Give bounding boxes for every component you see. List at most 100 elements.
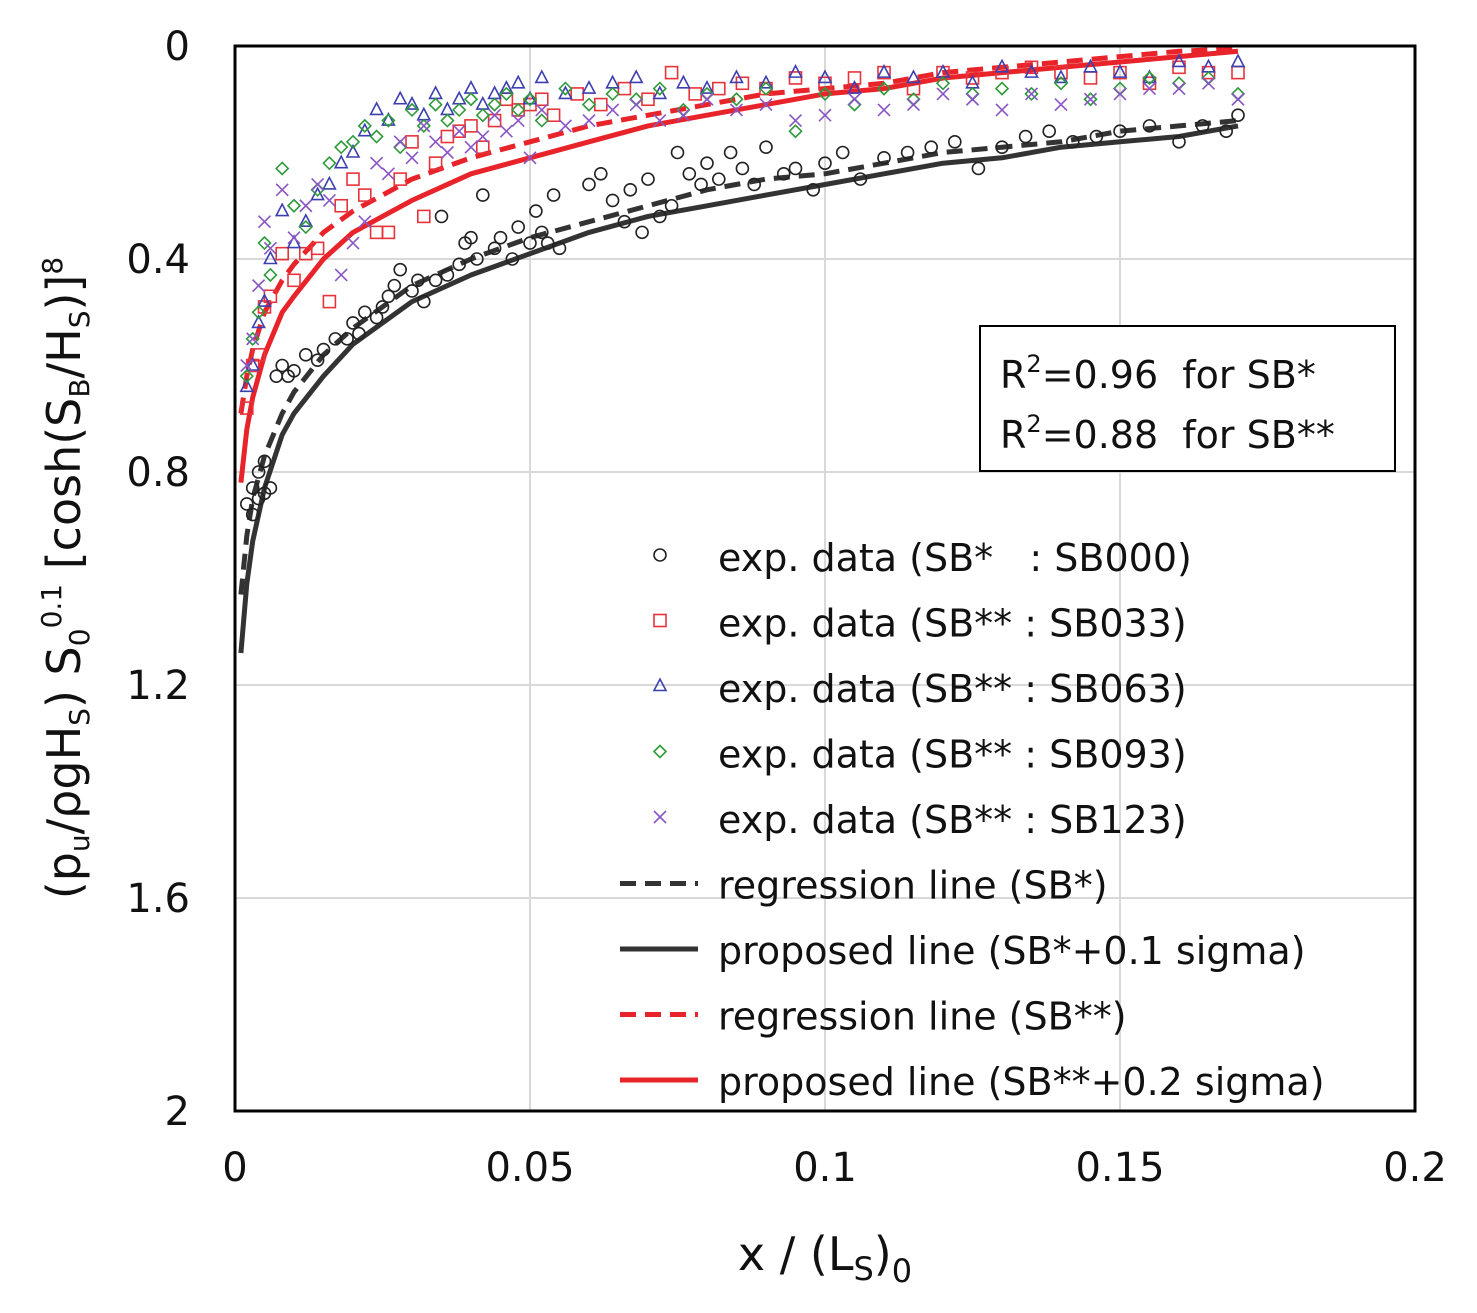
data-point — [381, 225, 396, 240]
data-point — [357, 305, 372, 320]
data-point — [240, 497, 254, 511]
data-point — [352, 326, 366, 341]
data-point — [510, 74, 526, 89]
data-point — [357, 118, 372, 134]
y-tick-label: 1.2 — [126, 663, 190, 709]
data-point — [534, 113, 549, 128]
x-axis-label-sub: S — [853, 1250, 873, 1288]
y-tick-label: 0.4 — [126, 237, 190, 283]
data-point — [1042, 124, 1056, 138]
data-point — [416, 209, 431, 224]
legend-marker — [652, 677, 668, 692]
data-point — [345, 134, 361, 149]
data-point — [1231, 92, 1245, 106]
data-point — [428, 273, 443, 288]
data-point — [641, 172, 655, 186]
data-point — [1113, 124, 1127, 138]
data-point — [605, 193, 620, 208]
data-point — [381, 167, 395, 181]
data-point — [393, 262, 408, 277]
data-point — [1053, 69, 1069, 84]
data-point — [334, 140, 349, 155]
data-point — [322, 193, 336, 207]
data-point — [263, 267, 278, 283]
y-axis-label-p6: )] — [37, 275, 91, 311]
data-point — [286, 198, 302, 213]
data-point — [700, 156, 714, 170]
data-point — [1054, 98, 1068, 112]
data-point — [682, 167, 697, 181]
data-point — [275, 358, 290, 373]
data-point — [505, 252, 520, 266]
data-point — [381, 113, 396, 128]
x-tick-label: 0.15 — [1075, 1145, 1164, 1191]
data-point — [635, 225, 649, 240]
data-point — [758, 81, 774, 96]
data-point — [499, 79, 514, 94]
data-point — [393, 135, 407, 149]
data-point — [511, 113, 525, 128]
legend: exp. data (SB* : SB000) exp. data (SB** :… — [620, 536, 1325, 1104]
data-point — [1083, 92, 1098, 107]
data-point — [405, 284, 419, 298]
data-point — [452, 102, 467, 118]
data-point — [788, 161, 803, 176]
data-point — [298, 348, 313, 362]
data-point — [711, 172, 726, 186]
r2-line-1-pre: R — [1000, 353, 1026, 397]
data-point — [670, 145, 685, 160]
data-point — [759, 140, 773, 154]
ticks-group: 0 0.05 0.1 0.15 0.2 0 0.4 0.8 1.2 1.6 2 — [126, 24, 1446, 1191]
data-point — [476, 129, 490, 144]
x-tick-label: 0 — [222, 1145, 247, 1191]
data-point — [287, 273, 301, 288]
data-point — [405, 151, 419, 165]
data-point — [1142, 82, 1157, 96]
r2-line-2-pre: R — [1000, 413, 1026, 457]
data-point — [776, 167, 791, 181]
data-point — [817, 69, 833, 84]
data-point — [475, 140, 490, 154]
data-point — [429, 135, 443, 149]
data-point — [535, 103, 549, 117]
data-point — [416, 294, 431, 309]
y-axis-label-s1: u — [63, 834, 96, 852]
data-point — [411, 273, 425, 288]
data-point — [257, 235, 272, 251]
data-point — [788, 113, 803, 128]
data-point — [251, 305, 266, 320]
data-point — [570, 87, 585, 101]
data-point — [735, 161, 750, 176]
data-point — [729, 69, 744, 84]
data-point — [522, 90, 538, 105]
data-point — [464, 140, 478, 154]
data-point — [653, 113, 667, 128]
data-point — [723, 145, 738, 160]
data-point — [464, 230, 478, 245]
data-point — [316, 342, 331, 357]
data-point — [877, 151, 891, 165]
data-point — [404, 95, 420, 110]
data-point — [369, 310, 384, 325]
data-point — [240, 401, 254, 415]
r2-line-2-post: =0.88 for SB** — [1042, 413, 1335, 457]
data-point — [405, 135, 419, 149]
data-point — [694, 177, 708, 192]
y-axis-label-s3: 0 — [63, 628, 96, 646]
data-point — [299, 199, 313, 213]
data-point — [629, 98, 643, 112]
data-point — [1142, 69, 1157, 84]
data-point — [523, 151, 537, 165]
data-point — [245, 356, 261, 371]
data-point — [392, 90, 408, 105]
y-tick-label: 2 — [165, 1089, 190, 1135]
data-point — [876, 64, 892, 78]
data-point — [298, 213, 314, 228]
data-point — [605, 86, 620, 102]
data-point — [900, 145, 915, 160]
data-point — [251, 465, 266, 479]
data-point — [499, 86, 514, 102]
series-line — [238, 118, 1239, 595]
data-point — [381, 111, 396, 126]
data-point — [416, 118, 431, 134]
